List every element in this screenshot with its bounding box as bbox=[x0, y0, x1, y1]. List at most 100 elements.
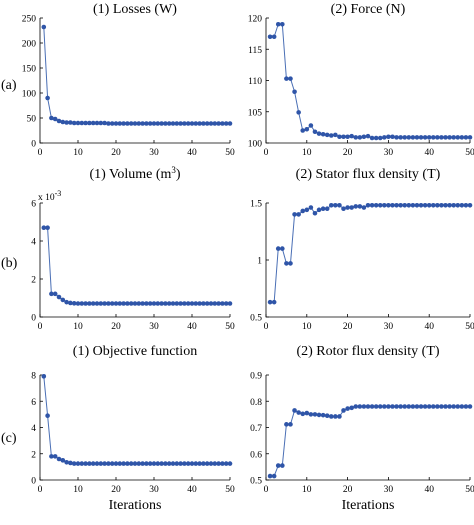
y-tick-label: 110 bbox=[248, 77, 262, 87]
data-point bbox=[300, 208, 306, 214]
data-point bbox=[467, 135, 473, 140]
series-line bbox=[270, 204, 470, 303]
data-point bbox=[185, 301, 191, 306]
data-point bbox=[178, 461, 183, 466]
data-point bbox=[113, 461, 119, 466]
y-tick-label: 100 bbox=[248, 140, 263, 150]
data-point bbox=[98, 461, 104, 466]
data-point bbox=[41, 225, 47, 230]
data-point bbox=[163, 461, 168, 466]
data-point bbox=[308, 205, 314, 210]
chart-title: (1) Objective function bbox=[73, 344, 197, 359]
data-point bbox=[337, 202, 342, 208]
data-point bbox=[212, 121, 218, 126]
data-point bbox=[410, 202, 416, 208]
data-point bbox=[185, 461, 191, 466]
series-line bbox=[270, 23, 470, 139]
chart-title: (2) Rotor flux density (T) bbox=[296, 344, 439, 359]
y-tick-label: 1 bbox=[257, 257, 262, 267]
data-point bbox=[159, 461, 164, 466]
data-point bbox=[349, 405, 354, 411]
y-tick-label: 4 bbox=[31, 424, 36, 434]
x-tick-label: 40 bbox=[424, 485, 434, 495]
data-point bbox=[140, 301, 145, 306]
data-point bbox=[418, 135, 424, 140]
data-point bbox=[292, 89, 297, 95]
data-point bbox=[60, 458, 66, 463]
x-tick-label: 40 bbox=[187, 485, 197, 495]
data-point bbox=[357, 404, 363, 409]
x-tick-label: 0 bbox=[38, 485, 43, 495]
x-tick-label: 30 bbox=[384, 322, 394, 332]
data-point bbox=[170, 121, 176, 126]
x-tick-label: 0 bbox=[264, 322, 269, 332]
data-point bbox=[71, 120, 77, 126]
data-point bbox=[455, 202, 461, 208]
data-point bbox=[90, 301, 96, 306]
data-point bbox=[90, 120, 96, 126]
data-point bbox=[357, 204, 363, 209]
data-point bbox=[147, 121, 153, 126]
data-point bbox=[410, 135, 416, 140]
data-point bbox=[220, 461, 225, 466]
data-point bbox=[75, 120, 81, 126]
data-point bbox=[422, 135, 428, 140]
data-point bbox=[439, 202, 444, 208]
data-point bbox=[159, 301, 164, 306]
y-tick-label: 50 bbox=[27, 115, 37, 125]
x-tick-label: 40 bbox=[187, 148, 197, 158]
x-tick-label: 50 bbox=[465, 485, 474, 495]
data-point bbox=[357, 135, 363, 140]
data-point bbox=[189, 121, 195, 126]
x-tick-label: 40 bbox=[187, 322, 197, 332]
data-point bbox=[216, 461, 221, 466]
data-point bbox=[132, 121, 138, 126]
data-point bbox=[382, 404, 387, 409]
data-point bbox=[204, 461, 210, 466]
y-tick-label: 200 bbox=[22, 40, 37, 50]
chart-rotor-flux-density: (2) Rotor flux density (T) 0 10 20 30 40 50 0.5… bbox=[250, 344, 474, 513]
x-tick-label: 0 bbox=[38, 148, 43, 158]
y-tick-label: 250 bbox=[22, 15, 37, 25]
data-point bbox=[304, 207, 310, 213]
data-point bbox=[56, 294, 62, 300]
data-point bbox=[288, 76, 293, 81]
data-point bbox=[398, 404, 403, 409]
data-point bbox=[94, 301, 100, 306]
data-point bbox=[212, 461, 218, 466]
data-point bbox=[386, 404, 391, 409]
data-point bbox=[75, 301, 81, 306]
data-point bbox=[410, 404, 416, 409]
data-point bbox=[64, 120, 69, 125]
data-point bbox=[128, 121, 134, 126]
data-point bbox=[341, 408, 346, 413]
data-point bbox=[208, 301, 214, 306]
data-point bbox=[447, 202, 452, 208]
data-point bbox=[151, 121, 157, 126]
data-point bbox=[128, 301, 134, 306]
data-point bbox=[459, 135, 465, 140]
data-point bbox=[125, 461, 130, 466]
x-tick-label: 20 bbox=[111, 485, 121, 495]
data-point bbox=[373, 404, 379, 409]
data-point bbox=[60, 119, 66, 125]
data-point bbox=[316, 131, 322, 136]
data-point bbox=[430, 135, 436, 140]
data-point bbox=[49, 291, 54, 297]
y-tick-label: 0 bbox=[31, 477, 36, 487]
x-tick-label: 20 bbox=[343, 322, 353, 332]
data-point bbox=[422, 404, 428, 409]
data-point bbox=[353, 204, 359, 209]
data-point bbox=[220, 121, 225, 126]
x-tick-label: 50 bbox=[225, 148, 235, 158]
data-point bbox=[220, 301, 225, 306]
axis-lines bbox=[39, 203, 230, 318]
data-point bbox=[447, 404, 452, 409]
chart-stator-flux-density: (2) Stator flux density (T) 0 10 20 30 40 50 0.… bbox=[250, 167, 474, 332]
data-point bbox=[121, 461, 126, 466]
chart-force: (2) Force (N) 0 10 20 30 40 50 100 105 110 115 120 bbox=[248, 2, 474, 158]
data-point bbox=[275, 21, 281, 27]
data-point bbox=[178, 301, 183, 306]
data-point bbox=[451, 202, 456, 208]
